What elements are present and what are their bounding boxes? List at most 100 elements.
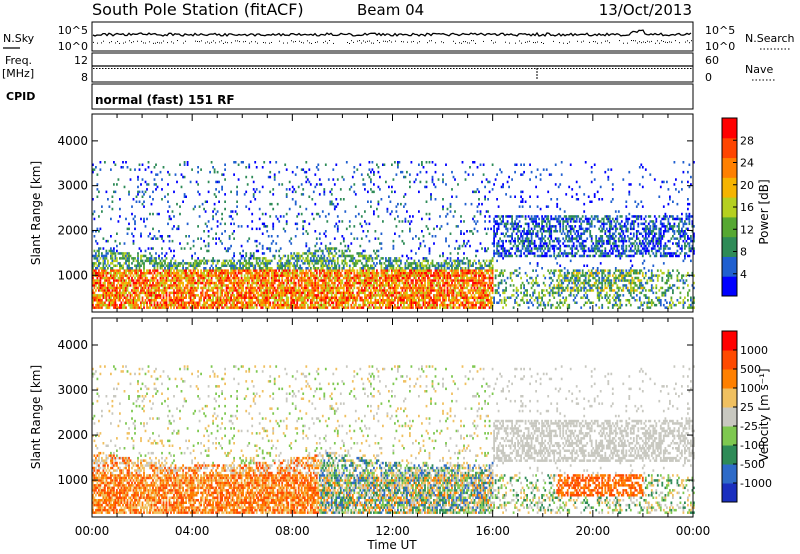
power-cell	[345, 289, 348, 292]
power-cell	[394, 259, 396, 263]
power-cell	[242, 254, 244, 258]
power-cell	[299, 264, 302, 267]
power-cell	[135, 306, 138, 309]
power-cell	[377, 291, 380, 295]
power-cell	[254, 198, 257, 201]
power-cell	[231, 294, 234, 297]
power-cell	[317, 296, 320, 299]
power-cell	[179, 242, 181, 245]
power-cell	[143, 301, 145, 304]
power-cell	[183, 301, 186, 304]
power-cell	[380, 257, 383, 260]
power-cell	[315, 166, 318, 169]
power-cell	[391, 271, 393, 275]
power-cell	[255, 303, 258, 307]
power-cell	[278, 306, 281, 309]
power-cell	[338, 271, 341, 275]
power-cell	[406, 271, 408, 275]
power-cell	[357, 306, 360, 309]
power-cell	[433, 264, 435, 267]
power-cell	[245, 294, 248, 297]
power-cell	[110, 303, 112, 307]
power-cell	[233, 254, 235, 258]
power-cell	[137, 257, 139, 260]
power-cell	[141, 190, 144, 194]
power-cell	[335, 271, 338, 275]
power-cell	[412, 281, 414, 285]
power-cell	[180, 274, 183, 277]
noise-search-point	[249, 42, 250, 44]
power-cell	[401, 296, 404, 299]
power-cell	[320, 183, 323, 186]
nave-tick-bottom: 0	[705, 71, 712, 84]
power-cell	[99, 289, 102, 292]
power-cell	[296, 269, 299, 272]
power-cell	[272, 281, 275, 285]
power-cell	[392, 279, 395, 282]
power-cell	[120, 267, 123, 270]
power-cell	[413, 180, 416, 184]
power-cell	[373, 279, 375, 282]
power-cell	[146, 276, 148, 280]
power-cell	[442, 303, 444, 307]
power-cell	[168, 291, 171, 295]
power-cell	[323, 269, 326, 272]
power-cell	[195, 180, 198, 184]
power-cell	[386, 284, 389, 287]
power-cell	[173, 215, 175, 218]
power-cell	[164, 262, 166, 265]
power-cell	[347, 279, 350, 282]
power-cell	[146, 284, 148, 287]
power-cell	[152, 306, 154, 309]
power-cell	[314, 279, 317, 282]
power-cell	[284, 271, 287, 275]
power-cell	[370, 284, 372, 287]
power-cell	[149, 279, 151, 282]
power-cell	[110, 301, 112, 304]
power-cell	[137, 279, 139, 282]
power-cell	[218, 259, 220, 263]
power-cell	[173, 254, 175, 258]
power-cell	[332, 259, 335, 263]
power-cell	[388, 262, 390, 265]
power-cell	[123, 254, 126, 258]
power-cell	[401, 269, 404, 272]
cpid-frame	[91, 83, 694, 110]
power-cell	[197, 284, 199, 287]
power-cell	[332, 178, 335, 181]
nave-point	[381, 68, 383, 69]
noise-search-point	[365, 41, 366, 43]
power-cell	[309, 294, 312, 297]
power-cell	[425, 271, 428, 275]
power-cell	[406, 170, 408, 174]
power-cell	[327, 303, 330, 307]
power-cell	[198, 193, 201, 196]
power-cell	[281, 183, 284, 186]
power-cell	[266, 291, 269, 295]
power-cell	[237, 279, 240, 282]
power-cell	[333, 237, 336, 240]
power-cell	[158, 281, 160, 285]
power-cell	[267, 306, 270, 309]
power-cell	[389, 306, 392, 309]
power-cell	[367, 200, 369, 203]
power-cell	[403, 276, 405, 280]
power-cell	[258, 267, 261, 270]
power-cell	[335, 296, 338, 299]
power-cell	[95, 257, 97, 260]
power-cell	[356, 271, 359, 275]
power-cell	[353, 279, 356, 282]
power-cell	[95, 299, 97, 302]
power-cell	[243, 279, 246, 282]
power-cell	[326, 296, 329, 299]
power-cell	[302, 220, 305, 223]
power-cell	[404, 291, 407, 295]
power-cell	[365, 259, 368, 263]
power-cell	[243, 281, 246, 285]
power-cell	[185, 276, 187, 280]
power-cell	[383, 291, 386, 295]
power-cell	[255, 227, 258, 231]
power-cell	[143, 200, 145, 203]
power-cell	[246, 286, 249, 290]
power-cell	[171, 264, 174, 267]
